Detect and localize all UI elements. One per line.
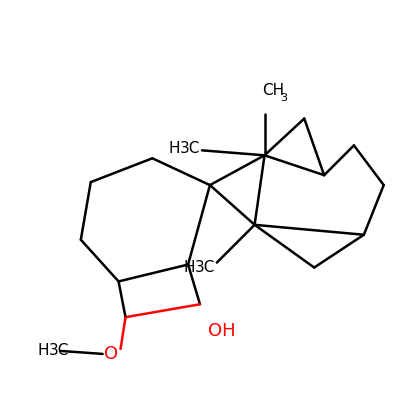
Text: 3C: 3C — [49, 344, 70, 358]
Text: H: H — [169, 141, 180, 156]
Text: 3C: 3C — [180, 141, 200, 156]
Text: H: H — [38, 344, 49, 358]
Text: 3C: 3C — [195, 260, 216, 275]
Text: O: O — [104, 345, 118, 363]
Text: OH: OH — [208, 322, 236, 340]
Text: 3: 3 — [280, 93, 288, 103]
Text: H: H — [184, 260, 195, 275]
Text: CH: CH — [262, 83, 285, 98]
